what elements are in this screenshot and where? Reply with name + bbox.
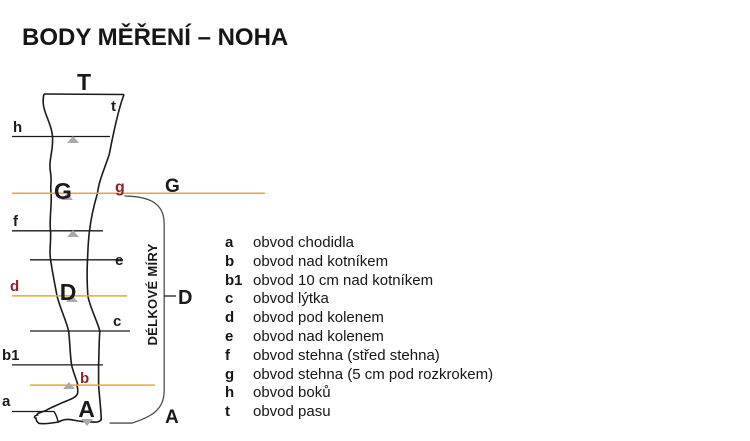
- svg-text:T: T: [77, 69, 91, 95]
- svg-text:h: h: [13, 119, 22, 136]
- svg-text:t: t: [111, 98, 116, 115]
- svg-text:DÉLKOVÉ MÍRY: DÉLKOVÉ MÍRY: [145, 243, 160, 345]
- svg-text:G: G: [54, 178, 72, 204]
- svg-text:g: g: [115, 179, 125, 196]
- svg-text:d: d: [10, 278, 19, 295]
- svg-text:A: A: [165, 407, 179, 428]
- svg-text:e: e: [115, 252, 123, 269]
- svg-text:c: c: [113, 313, 121, 330]
- svg-text:b1: b1: [2, 347, 20, 364]
- svg-text:G: G: [165, 176, 180, 197]
- svg-text:D: D: [178, 287, 192, 309]
- svg-text:b: b: [80, 370, 89, 387]
- svg-text:a: a: [2, 393, 11, 410]
- svg-text:D: D: [60, 279, 77, 305]
- svg-text:A: A: [78, 396, 95, 422]
- svg-text:f: f: [13, 213, 19, 230]
